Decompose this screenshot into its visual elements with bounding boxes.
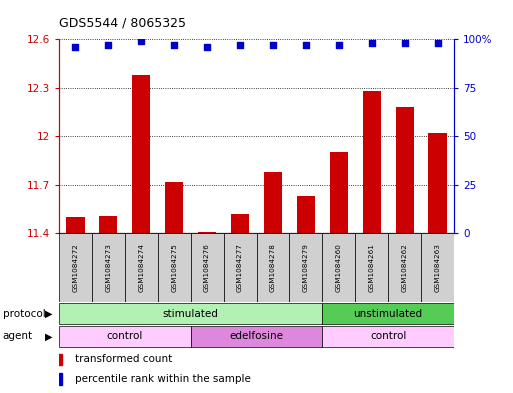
Bar [231, 214, 249, 233]
Text: GSM1084274: GSM1084274 [139, 243, 144, 292]
Point [137, 38, 145, 44]
Bar [289, 233, 322, 302]
Bar [198, 232, 216, 233]
Text: GSM1084272: GSM1084272 [72, 243, 78, 292]
Text: control: control [370, 331, 406, 342]
Text: GSM1084261: GSM1084261 [369, 243, 374, 292]
Text: unstimulated: unstimulated [353, 309, 423, 319]
Point [401, 40, 409, 46]
Text: GSM1084275: GSM1084275 [171, 243, 177, 292]
Bar [59, 233, 92, 302]
Bar [191, 233, 224, 302]
Bar [428, 133, 447, 233]
Bar [264, 172, 282, 233]
Text: GDS5544 / 8065325: GDS5544 / 8065325 [59, 16, 186, 29]
Text: ▶: ▶ [45, 331, 52, 342]
Bar [363, 91, 381, 233]
Bar [297, 196, 315, 233]
Bar [322, 303, 454, 324]
Bar [256, 233, 289, 302]
Point [368, 40, 376, 46]
Bar [421, 233, 454, 302]
Text: stimulated: stimulated [163, 309, 219, 319]
Bar [396, 107, 413, 233]
Point [433, 40, 442, 46]
Text: GSM1084278: GSM1084278 [270, 243, 276, 292]
Point [104, 42, 112, 48]
Text: ▶: ▶ [45, 309, 52, 319]
Bar [100, 216, 117, 233]
Text: GSM1084260: GSM1084260 [336, 243, 342, 292]
Point [269, 42, 277, 48]
Bar [330, 152, 348, 233]
Text: GSM1084273: GSM1084273 [105, 243, 111, 292]
Text: percentile rank within the sample: percentile rank within the sample [75, 374, 251, 384]
Bar [191, 326, 322, 347]
Bar [66, 217, 85, 233]
Text: control: control [107, 331, 143, 342]
Text: GSM1084279: GSM1084279 [303, 243, 309, 292]
Bar [224, 233, 256, 302]
Bar [158, 233, 191, 302]
Bar [59, 373, 62, 385]
Bar [59, 303, 322, 324]
Text: GSM1084277: GSM1084277 [237, 243, 243, 292]
Bar [59, 354, 62, 365]
Point [302, 42, 310, 48]
Text: GSM1084276: GSM1084276 [204, 243, 210, 292]
Text: agent: agent [3, 331, 33, 342]
Point [203, 44, 211, 50]
Bar [322, 233, 355, 302]
Text: GSM1084263: GSM1084263 [435, 243, 441, 292]
Point [71, 44, 80, 50]
Bar [355, 233, 388, 302]
Text: transformed count: transformed count [75, 354, 172, 364]
Bar [125, 233, 158, 302]
Bar [132, 75, 150, 233]
Text: edelfosine: edelfosine [229, 331, 284, 342]
Bar [322, 326, 454, 347]
Text: protocol: protocol [3, 309, 45, 319]
Point [334, 42, 343, 48]
Bar [92, 233, 125, 302]
Point [170, 42, 179, 48]
Bar [165, 182, 183, 233]
Point [236, 42, 244, 48]
Bar [388, 233, 421, 302]
Text: GSM1084262: GSM1084262 [402, 243, 408, 292]
Bar [59, 326, 191, 347]
